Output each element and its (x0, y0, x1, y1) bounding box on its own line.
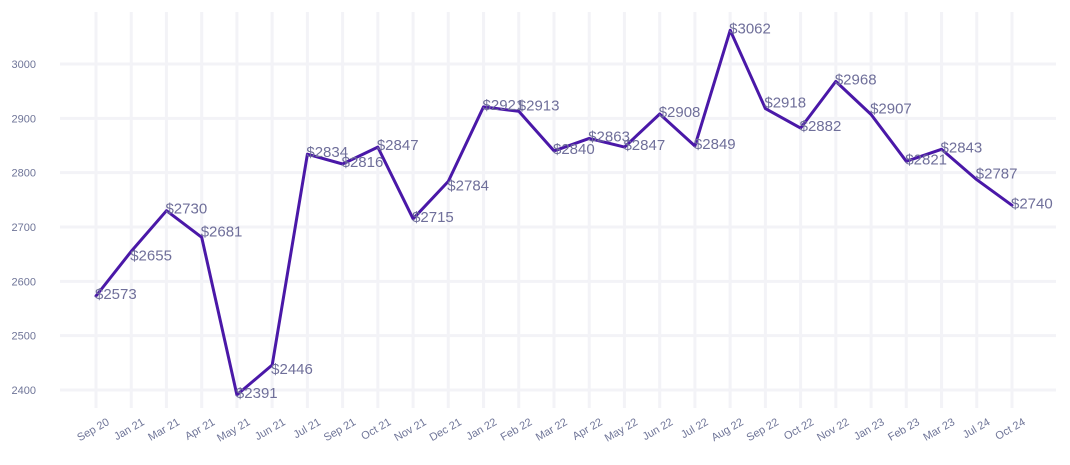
data-label: $2907 (870, 101, 912, 118)
x-tick-label: Apr 22 (571, 416, 605, 443)
data-label: $2730 (165, 201, 207, 218)
data-label: $2655 (130, 247, 172, 264)
y-tick-label: 2400 (12, 385, 36, 397)
y-tick-label: 2900 (12, 113, 36, 125)
data-label: $2784 (447, 177, 489, 194)
data-label: $2908 (659, 104, 701, 121)
x-tick-label: Jul 24 (961, 416, 992, 441)
x-tick-label: Nov 22 (815, 416, 851, 444)
x-tick-label: Jan 21 (112, 416, 147, 443)
x-tick-label: Mar 22 (534, 416, 570, 444)
x-tick-label: Aug 22 (709, 416, 745, 444)
data-labels: $2573 $2655 $2730 $2681 $2391 $2446 $2834$2816… (95, 20, 1053, 402)
series-line (94, 28, 1014, 397)
data-label: $2918 (764, 95, 806, 112)
y-tick-label: 3000 (12, 59, 36, 71)
x-tick-label: Oct 24 (993, 416, 1027, 443)
x-tick-label: Sep 21 (322, 416, 358, 444)
x-tick-label: Sep 20 (75, 416, 111, 444)
data-label: $2821 (905, 151, 947, 168)
data-label: $2849 (694, 136, 736, 153)
data-label: $2816 (342, 154, 384, 171)
data-label: $2715 (412, 209, 454, 226)
y-axis-ticks: 2400 2500 2600 2700 2800 2900 3000 (12, 59, 36, 397)
x-tick-label: Jul 21 (291, 416, 322, 441)
y-tick-label: 2600 (12, 276, 36, 288)
x-tick-label: Mar 21 (146, 416, 182, 444)
data-label: $2573 (95, 286, 137, 303)
x-tick-label: Oct 22 (782, 416, 816, 443)
data-label: $2847 (377, 137, 419, 154)
data-label: $2882 (800, 118, 842, 135)
x-tick-label: Feb 22 (499, 416, 535, 444)
x-tick-label: Jun 22 (641, 416, 676, 443)
data-label: $2921 (483, 97, 525, 114)
data-label: $2446 (271, 361, 313, 378)
x-tick-label: Jan 23 (852, 416, 887, 443)
x-tick-label: Jan 22 (464, 416, 499, 443)
x-tick-label: Feb 23 (886, 416, 922, 444)
x-tick-label: Jul 22 (679, 416, 710, 441)
x-tick-label: May 22 (603, 416, 640, 444)
data-label: $2834 (306, 144, 348, 161)
data-label: $2391 (236, 385, 278, 402)
data-label: $2681 (201, 223, 243, 240)
data-label: $2847 (623, 137, 665, 154)
data-label: $2787 (976, 166, 1018, 183)
data-label: $2968 (835, 71, 877, 88)
data-label: $2740 (1011, 195, 1053, 212)
x-tick-label: Apr 21 (183, 416, 217, 443)
grid (60, 12, 1056, 408)
data-label: $2863 (588, 128, 630, 145)
data-label: $2843 (941, 139, 983, 156)
y-tick-label: 2800 (12, 168, 36, 180)
x-tick-label: Jun 21 (253, 416, 288, 443)
data-label: $2913 (518, 97, 560, 114)
x-tick-label: Sep 22 (745, 416, 781, 444)
x-tick-label: Nov 21 (392, 416, 428, 444)
x-tick-label: Dec 21 (428, 416, 464, 444)
data-label: $3062 (729, 20, 771, 37)
x-tick-label: Mar 23 (921, 416, 957, 444)
x-tick-label: May 21 (215, 416, 252, 444)
data-label: $2840 (553, 141, 595, 158)
y-tick-label: 2700 (12, 222, 36, 234)
y-tick-label: 2500 (12, 331, 36, 343)
x-tick-label: Oct 21 (359, 416, 393, 443)
